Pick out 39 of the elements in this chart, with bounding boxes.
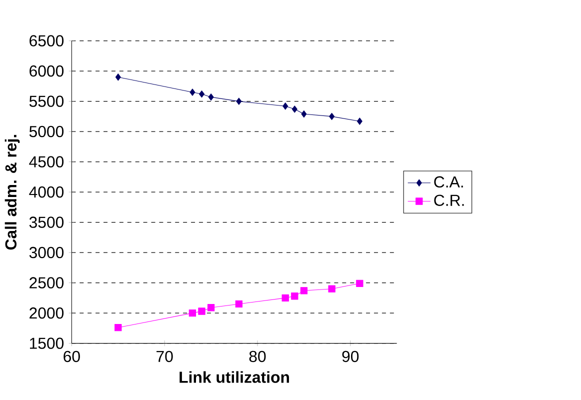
x-tick-label: 90 [342,350,359,362]
y-tick-label: 2500 [30,277,64,288]
point [291,292,298,300]
point [188,310,196,317]
point [292,106,298,113]
point [301,110,307,118]
point [282,294,289,302]
point [208,94,214,101]
point [198,308,206,315]
point [356,280,364,288]
point [114,324,122,332]
y-tick-label: 4000 [29,186,64,198]
point [198,90,204,98]
y-tick-label: 6000 [30,65,64,77]
y-tick-label: 2000 [30,307,64,319]
point [356,118,362,125]
y-axis-title: Call adm. & rej. [4,134,20,250]
point [329,112,335,120]
y-tick-label: 5500 [29,96,64,107]
point [190,88,196,96]
y-tick-label: 3000 [29,246,64,258]
x-tick-label: 80 [249,350,266,362]
point [115,74,121,81]
legend-label: C.A. [434,176,463,188]
y-tick-label: 1500 [30,338,64,349]
point [235,300,242,308]
y-tick-label: 5000 [29,126,64,138]
x-tick-label: 60 [64,350,80,362]
point [207,304,215,312]
point [300,287,308,294]
y-tick-label: 4500 [29,156,64,168]
legend-label: C.R. [434,194,464,206]
x-tick-label: 70 [156,350,173,362]
x-axis-title: Link utilization [180,371,289,383]
y-tick-label: 3500 [29,216,64,228]
point [236,98,242,105]
point [282,102,288,110]
point [328,285,336,292]
y-tick-label: 6500 [30,35,64,46]
